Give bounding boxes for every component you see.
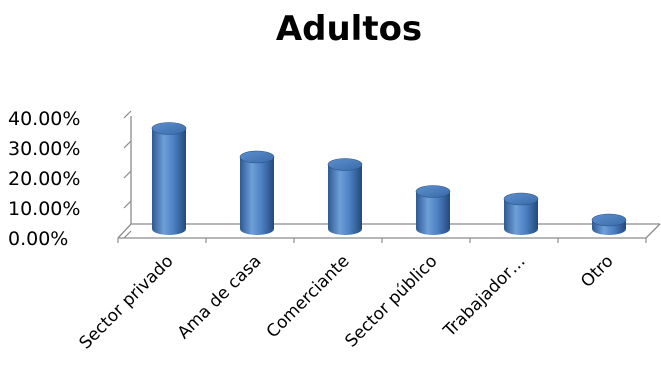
y-tick-mark: [123, 140, 132, 149]
bar-top: [239, 150, 275, 164]
bar: [327, 158, 363, 235]
y-ticks: 40.00% 30.00% 20.00% 10.00% 0.00%: [8, 108, 132, 250]
y-tick-label: 10.00%: [8, 198, 80, 220]
bar: [415, 185, 451, 235]
x-tick-label: Ama de casa: [174, 251, 266, 343]
bar: [503, 192, 539, 235]
bar-body: [152, 128, 186, 235]
x-tick-label: Sector privado: [76, 251, 178, 353]
bar-top: [151, 122, 187, 135]
bar-top: [327, 158, 363, 171]
bar: [591, 213, 627, 235]
bar-body: [416, 191, 450, 235]
y-tick-label: 40.00%: [8, 108, 80, 130]
y-tick-mark: [123, 170, 132, 179]
floor-front-edge: [118, 223, 661, 239]
y-tick-label: 0.00%: [8, 228, 68, 250]
bar-top: [415, 185, 451, 198]
x-tick-label: Otro: [577, 251, 617, 291]
bar: [151, 122, 187, 235]
bars: [151, 122, 627, 235]
bar-body: [504, 199, 538, 235]
x-tick-label: Sector público: [341, 251, 441, 351]
x-tick-label: Trabajador…: [439, 251, 529, 341]
x-tick-label: Comerciante: [263, 251, 354, 342]
chart-title: Adultos: [276, 9, 422, 49]
bar-body: [240, 157, 274, 235]
bar-top: [591, 213, 627, 227]
bar-body: [328, 164, 362, 235]
y-tick-label: 30.00%: [8, 138, 80, 160]
floor-back-edge: [117, 223, 660, 239]
bar: [239, 150, 275, 235]
y-tick-mark: [123, 230, 132, 239]
bar-top: [503, 192, 539, 206]
y-tick-label: 20.00%: [8, 168, 80, 190]
y-tick-mark: [123, 110, 132, 119]
y-tick-mark: [123, 200, 132, 209]
